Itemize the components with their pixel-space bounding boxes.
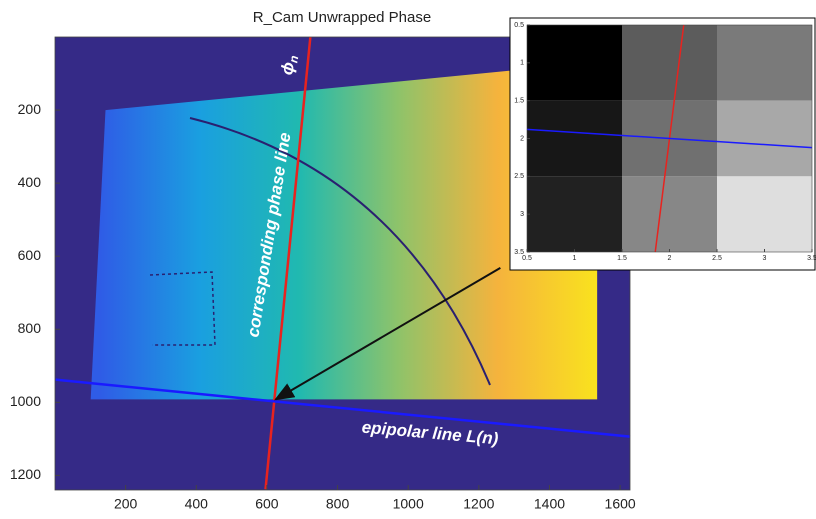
x-tick-label: 400 (185, 496, 209, 512)
inset-x-tick-label: 2.5 (712, 255, 722, 262)
inset-y-tick-label: 1.5 (514, 98, 524, 105)
x-tick-label: 1000 (393, 496, 424, 512)
inset-y-tick-label: 1 (520, 60, 524, 67)
inset-y-tick-label: 3.5 (514, 249, 524, 256)
inset-cell (717, 101, 812, 177)
inset-x-tick-label: 1.5 (617, 255, 627, 262)
y-tick-label: 400 (18, 174, 42, 190)
y-tick-label: 1000 (10, 393, 41, 409)
y-tick-label: 1200 (10, 466, 41, 482)
inset-cell (717, 176, 812, 252)
y-tick-label: 800 (18, 320, 42, 336)
inset-cell (622, 25, 717, 101)
x-tick-label: 1600 (605, 496, 636, 512)
inset-cell (527, 101, 622, 177)
x-tick-label: 1200 (463, 496, 494, 512)
x-tick-label: 800 (326, 496, 350, 512)
inset-y-tick-label: 0.5 (514, 22, 524, 29)
inset-cell (527, 176, 622, 252)
chart-title: R_Cam Unwrapped Phase (253, 9, 431, 26)
inset-cell (717, 25, 812, 101)
inset-x-tick-label: 3 (763, 255, 767, 262)
inset-x-tick-label: 3.5 (807, 255, 816, 262)
x-tick-label: 600 (255, 496, 279, 512)
inset-x-tick-label: 1 (573, 255, 577, 262)
inset-cell (527, 25, 622, 101)
inset-y-tick-label: 3 (520, 211, 524, 218)
chart: R_Cam Unwrapped Phase 200400600800100012… (0, 0, 816, 519)
inset-y-tick-label: 2 (520, 135, 524, 142)
inset-x-tick-label: 0.5 (522, 255, 532, 262)
page: {"chart_data": {"type": "image", "title"… (0, 0, 816, 519)
y-tick-label: 200 (18, 101, 42, 117)
inset-cell (622, 176, 717, 252)
y-tick-label: 600 (18, 247, 42, 263)
x-tick-label: 1400 (534, 496, 565, 512)
x-tick-label: 200 (114, 496, 138, 512)
inset-y-tick-label: 2.5 (514, 173, 524, 180)
inset-x-tick-label: 2 (668, 255, 672, 262)
